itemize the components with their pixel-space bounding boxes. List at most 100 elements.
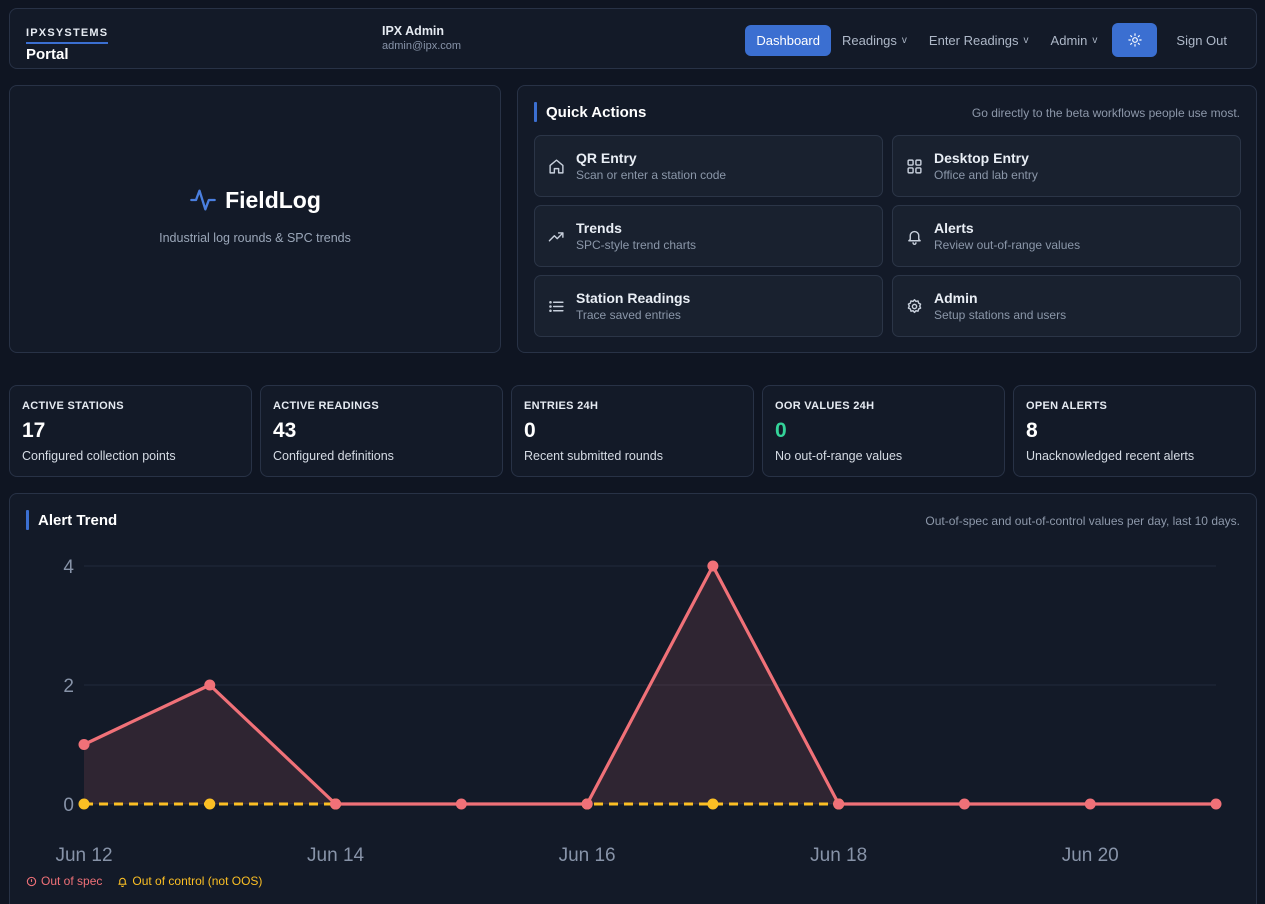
quick-actions-note: Go directly to the beta workflows people… <box>971 106 1240 120</box>
quick-action-station-readings[interactable]: Station Readings Trace saved entries <box>534 275 883 337</box>
section-accent-bar <box>534 102 537 122</box>
stat-label: ACTIVE STATIONS <box>22 400 124 412</box>
x-tick-label: Jun 12 <box>55 845 112 866</box>
quick-action-admin[interactable]: Admin Setup stations and users <box>892 275 1241 337</box>
stat-label: ENTRIES 24H <box>524 400 599 412</box>
trending-up-icon <box>547 227 566 246</box>
stat-desc: Configured collection points <box>22 449 176 463</box>
chevron-down-icon: v <box>1092 34 1098 46</box>
quick-action-desc: Office and lab entry <box>934 168 1038 182</box>
x-tick-label: Jun 16 <box>559 845 616 866</box>
legend-out-of-control[interactable]: Out of control (not OOS) <box>117 874 262 888</box>
out-of-control-point <box>78 798 90 810</box>
out-of-spec-point <box>1084 798 1096 810</box>
stat-desc: Configured definitions <box>273 449 394 463</box>
x-tick-label: Jun 18 <box>810 845 867 866</box>
nav-dashboard-label: Dashboard <box>756 32 820 48</box>
alert-trend-panel: Alert Trend Out-of-spec and out-of-contr… <box>9 493 1257 904</box>
out-of-spec-point <box>581 798 593 810</box>
app-subtitle: Industrial log rounds & SPC trends <box>159 231 351 245</box>
theme-toggle-button[interactable] <box>1112 23 1158 57</box>
nav-readings-label: Readings <box>841 32 897 48</box>
out-of-spec-line <box>83 564 1216 806</box>
quick-action-desc: Setup stations and users <box>934 308 1067 322</box>
stat-value: 0 <box>524 419 536 442</box>
app-title: FieldLog <box>189 186 321 214</box>
sign-out-button[interactable]: Sign Out <box>1165 25 1238 56</box>
out-of-spec-point <box>707 560 719 572</box>
out-of-spec-point <box>833 798 845 810</box>
out-of-spec-point <box>958 798 970 810</box>
quick-action-title: Alerts <box>934 220 974 236</box>
main-nav: Dashboard Readings v Enter Readings v Admi… <box>745 23 1238 57</box>
user-email: admin@ipx.com <box>382 40 462 52</box>
activity-pulse-icon <box>190 189 216 211</box>
home-icon <box>547 157 566 176</box>
out-of-spec-point <box>455 798 467 810</box>
out-of-control-point <box>707 798 719 810</box>
x-tick-label: Jun 20 <box>1062 845 1119 866</box>
quick-action-desktop-entry[interactable]: Desktop Entry Office and lab entry <box>892 135 1241 197</box>
quick-action-title: QR Entry <box>576 150 637 166</box>
gear-icon <box>905 297 924 316</box>
stat-card-active-readings: ACTIVE READINGS 43 Configured definition… <box>260 385 503 477</box>
stat-desc: Recent submitted rounds <box>524 449 663 463</box>
quick-action-desc: Review out-of-range values <box>934 238 1081 252</box>
legend-label: Out of spec <box>41 874 103 888</box>
brand-portal: Portal <box>26 46 69 63</box>
stat-card-active-stations: ACTIVE STATIONS 17 Configured collection… <box>9 385 252 477</box>
stat-card-oor-values-24h: OOR VALUES 24H 0 No out-of-range values <box>762 385 1005 477</box>
quick-action-trends[interactable]: Trends SPC-style trend charts <box>534 205 883 267</box>
legend-label: Out of control (not OOS) <box>132 874 263 888</box>
chart-legend: Out of spec Out of control (not OOS) <box>26 874 262 888</box>
sun-icon <box>1128 33 1142 47</box>
legend-out-of-spec[interactable]: Out of spec <box>26 874 102 888</box>
bell-icon <box>118 877 128 887</box>
quick-actions-panel: Quick Actions Go directly to the beta wo… <box>517 85 1257 353</box>
nav-readings-dropdown[interactable]: Readings v <box>831 25 918 56</box>
nav-enter-readings-dropdown[interactable]: Enter Readings v <box>918 25 1040 56</box>
section-accent-bar <box>26 510 29 530</box>
quick-action-alerts[interactable]: Alerts Review out-of-range values <box>892 205 1241 267</box>
quick-action-desc: Scan or enter a station code <box>576 168 727 182</box>
stat-value: 17 <box>22 419 46 442</box>
app-title-text: FieldLog <box>225 186 321 213</box>
nav-admin-label: Admin <box>1050 32 1088 48</box>
stat-label: OOR VALUES 24H <box>775 400 875 412</box>
user-name: IPX Admin <box>382 24 445 38</box>
alert-circle-icon <box>26 876 37 886</box>
x-tick-label: Jun 14 <box>307 845 364 866</box>
y-tick-label: 4 <box>63 557 74 578</box>
bell-icon <box>905 227 924 246</box>
quick-action-title: Desktop Entry <box>934 150 1029 166</box>
stat-desc: No out-of-range values <box>775 449 903 463</box>
quick-actions-title: Quick Actions <box>546 103 647 121</box>
stat-value: 43 <box>273 419 297 442</box>
nav-admin-dropdown[interactable]: Admin v <box>1040 25 1109 56</box>
brand-company: IPXSYSTEMS <box>26 27 109 44</box>
nav-dashboard[interactable]: Dashboard <box>745 24 831 56</box>
stat-desc: Unacknowledged recent alerts <box>1026 449 1195 463</box>
stat-value: 8 <box>1026 419 1038 442</box>
chevron-down-icon: v <box>1023 34 1029 46</box>
quick-action-qr-entry[interactable]: QR Entry Scan or enter a station code <box>534 135 883 197</box>
quick-action-title: Trends <box>576 220 622 236</box>
list-icon <box>547 297 566 316</box>
quick-action-desc: SPC-style trend charts <box>576 238 697 252</box>
stat-label: OPEN ALERTS <box>1026 400 1108 412</box>
quick-action-title: Admin <box>934 290 978 306</box>
brand[interactable]: IPXSYSTEMS Portal <box>26 23 109 63</box>
alert-trend-note: Out-of-spec and out-of-control values pe… <box>925 514 1240 528</box>
alert-trend-chart: 0 2 4 Jun 12 Jun 14 Jun 16 Jun 18 Jun 20 <box>55 557 1222 866</box>
stat-card-open-alerts: OPEN ALERTS 8 Unacknowledged recent aler… <box>1013 385 1256 477</box>
out-of-spec-point <box>1210 798 1222 810</box>
out-of-spec-point <box>330 798 342 810</box>
out-of-spec-point <box>204 679 216 691</box>
stat-label: ACTIVE READINGS <box>273 400 379 412</box>
quick-action-title: Station Readings <box>576 290 691 306</box>
y-tick-label: 0 <box>63 795 74 816</box>
top-navigation-bar: IPXSYSTEMS Portal IPX Admin admin@ipx.co… <box>9 8 1257 69</box>
app-hero-panel: FieldLog Industrial log rounds & SPC tre… <box>9 85 501 353</box>
nav-enter-readings-label: Enter Readings <box>928 32 1019 48</box>
out-of-spec-point <box>78 739 90 750</box>
